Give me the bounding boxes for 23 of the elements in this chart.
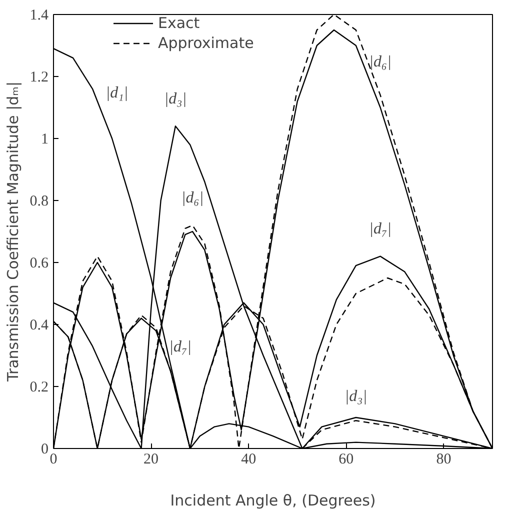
annotation: |d₇| (369, 220, 392, 238)
y-tick-label: 1.4 (30, 8, 49, 24)
y-tick-label: 1 (41, 132, 48, 148)
x-tick-label: 20 (144, 452, 159, 468)
y-tick-label: 0.6 (30, 256, 49, 272)
y-tick-label: 0.4 (30, 318, 49, 334)
legend-label: Exact (158, 14, 200, 32)
annotation: |d₃| (344, 388, 368, 406)
annotation: |d₆| (369, 53, 392, 70)
annotation: |d₇| (169, 338, 192, 356)
y-tick-label: 0.2 (30, 380, 48, 396)
annotation: |d₃| (164, 90, 187, 108)
y-tick-label: 0.8 (30, 194, 48, 210)
x-axis-title: Incident Angle θ, (Degrees) (170, 492, 376, 510)
y-tick-label: 0 (41, 442, 48, 458)
x-tick-label: 80 (436, 452, 452, 468)
annotation: |d₆| (181, 190, 204, 207)
legend-label: Approximate (158, 34, 254, 52)
y-axis-title: Transmission Coefficient Magnitude |dₘ| (4, 81, 22, 383)
x-tick-label: 40 (241, 452, 256, 468)
annotation: |d₁| (106, 84, 128, 102)
x-tick-label: 60 (338, 452, 354, 468)
y-tick-label: 1.2 (30, 70, 48, 86)
